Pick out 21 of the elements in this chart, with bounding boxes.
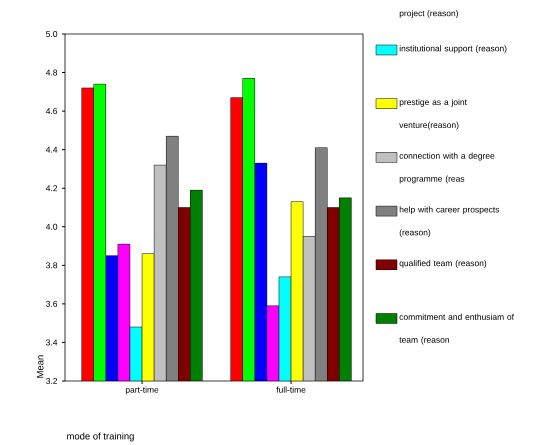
y-tick-label: 5.0 bbox=[46, 30, 58, 37]
y-tick-label: 3.4 bbox=[46, 339, 58, 346]
y-tick-label: 3.6 bbox=[46, 300, 58, 307]
text: connection with a degree programme (reas bbox=[400, 152, 494, 184]
legend-label: qualified team (reason) bbox=[400, 260, 486, 268]
y-tick-label: 3.2 bbox=[46, 378, 58, 384]
legend-label: institutional support (reason) bbox=[400, 45, 506, 54]
text: project (reason) bbox=[400, 10, 458, 18]
y-tick-label: 4.8 bbox=[46, 70, 58, 76]
text: prestige as a joint venture(reason) bbox=[399, 98, 467, 130]
x-axis-title: mode of training bbox=[67, 432, 134, 442]
y-tick-label: 4.4 bbox=[46, 146, 58, 153]
y-tick-label: 4.6 bbox=[46, 108, 58, 114]
text: help with career prospects (reason) bbox=[400, 206, 500, 238]
text: commitment and enthusiam of team (reason bbox=[399, 314, 514, 344]
y-tick-label: 4.0 bbox=[46, 224, 58, 230]
y-tick-label: 4.2 bbox=[46, 185, 58, 192]
x-tick-label: full-time bbox=[276, 386, 306, 393]
x-tick-label: part-time bbox=[126, 386, 158, 394]
y-axis-title: Mean bbox=[36, 355, 44, 378]
y-tick-label: 3.8 bbox=[46, 262, 58, 268]
